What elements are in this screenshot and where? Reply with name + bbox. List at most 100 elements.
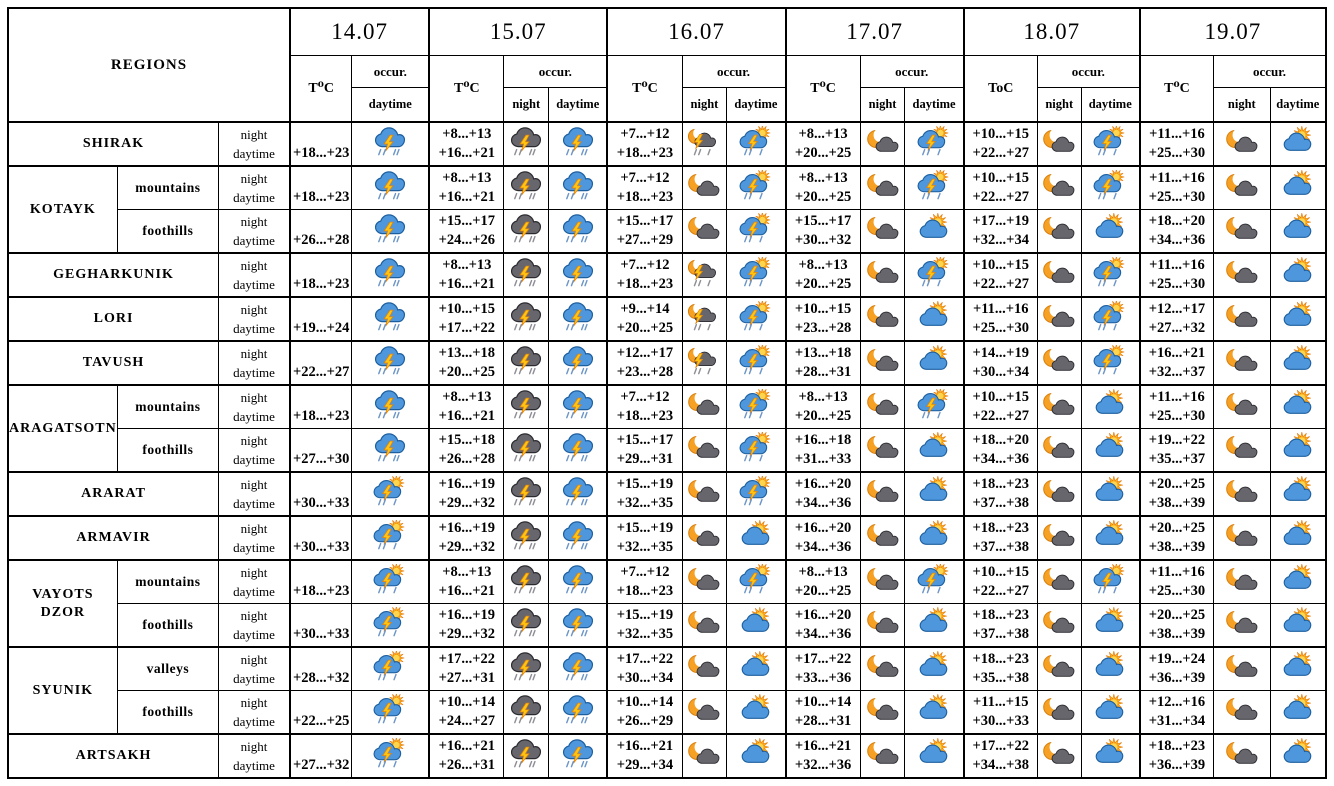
temp-cell: +10...+15 +23...+28 <box>784 296 861 342</box>
temp-cell: +19...+24 +36...+39 <box>1138 646 1215 691</box>
icon-cell <box>681 603 728 648</box>
moon-cloud-icon <box>1042 738 1076 769</box>
sun-cloud-icon <box>917 738 951 769</box>
temp-cell: +8...+13 +20...+25 <box>784 384 861 429</box>
time-labels-cell: night daytime <box>218 340 291 386</box>
temp-cell: +15...+17 +24...+26 <box>428 209 505 254</box>
icon-cell <box>726 559 787 604</box>
icon-cell <box>1269 646 1327 691</box>
night-label: night <box>240 433 268 448</box>
night-temp: +18...+23 <box>972 607 1029 623</box>
icon-cell <box>1269 515 1327 561</box>
temp-cell: +7...+12 +18...+23 <box>606 165 683 210</box>
daytime-temp: +36...+39 <box>1148 670 1206 686</box>
thunderstorm-night-icon <box>509 257 543 288</box>
moon-cloud-icon <box>866 170 900 201</box>
temp-cell: +16...+18 +31...+33 <box>784 428 861 473</box>
sun-thunderstorm-icon <box>1093 170 1127 201</box>
daytime-label: daytime <box>233 190 275 205</box>
night-temp: +16...+19 <box>438 520 495 536</box>
region-cell: SHIRAK <box>7 121 220 167</box>
icon-cell <box>904 209 965 254</box>
night-temp <box>292 431 351 450</box>
temp-cell: +18...+23 <box>288 384 353 429</box>
night-temp: +8...+13 <box>798 564 848 580</box>
night-temp: +13...+18 <box>438 345 495 361</box>
daytime-temp: +27...+31 <box>438 670 495 686</box>
sun-thunderstorm-icon <box>739 170 773 201</box>
icon-cell <box>1036 646 1082 691</box>
time-labels-cell: night daytime <box>218 121 291 167</box>
temp-cell: +12...+16 +31...+34 <box>1138 690 1215 735</box>
night-temp: +8...+13 <box>442 257 492 273</box>
icon-cell <box>548 296 608 342</box>
thunderstorm-night-icon <box>509 432 543 463</box>
icon-cell <box>1080 209 1141 254</box>
daytime-temp: +20...+25 <box>794 583 852 599</box>
occurrence-header: occur. <box>351 55 430 88</box>
night-temp: +10...+15 <box>972 126 1029 142</box>
icon-cell <box>904 384 965 429</box>
sun-thunderstorm-icon <box>739 564 773 595</box>
icon-cell <box>904 515 965 561</box>
night-temp: +15...+18 <box>438 432 495 448</box>
icon-cell <box>548 121 608 167</box>
subregion-cell: foothills <box>116 209 220 254</box>
icon-cell <box>1269 559 1327 604</box>
time-labels-cell: night daytime <box>218 471 291 517</box>
sun-thunderstorm-icon <box>373 694 407 725</box>
temp-cell: +18...+23 <box>288 252 353 298</box>
moon-cloud-icon <box>687 607 721 638</box>
sun-thunderstorm-icon <box>373 607 407 638</box>
icon-cell <box>1213 340 1271 386</box>
night-temp: +16...+19 <box>438 476 495 492</box>
night-temp: +11...+16 <box>1149 257 1205 273</box>
temp-cell: +30...+33 <box>288 515 353 561</box>
night-temp <box>292 606 351 625</box>
daytime-temp: +16...+21 <box>438 189 495 205</box>
region-cell: TAVUSH <box>7 340 220 386</box>
daytime-temp: +25...+30 <box>1148 408 1206 424</box>
icon-cell <box>859 515 906 561</box>
thunderstorm-day-icon <box>561 651 595 682</box>
daytime-label: daytime <box>233 452 275 467</box>
temp-cell: +11...+16 +25...+30 <box>1138 252 1215 298</box>
night-temp: +15...+19 <box>616 476 674 492</box>
icon-cell <box>548 646 608 691</box>
icon-cell <box>1269 471 1327 517</box>
sun-thunderstorm-icon <box>373 564 407 595</box>
temp-cell: +26...+28 <box>288 209 353 254</box>
occurrence-header: occur. <box>681 55 787 88</box>
moon-cloud-icon <box>1042 564 1076 595</box>
sun-cloud-icon <box>917 345 951 376</box>
icon-cell <box>503 252 550 298</box>
thunderstorm-day-icon <box>561 213 595 244</box>
moon-cloud-icon <box>1042 345 1076 376</box>
icon-cell <box>548 209 608 254</box>
daytime-temp: +30...+33 <box>292 495 350 511</box>
temp-column-header: T⁰C <box>288 55 353 123</box>
icon-cell <box>548 252 608 298</box>
temp-cell: +10...+15 +22...+27 <box>962 559 1038 604</box>
moon-cloud-icon <box>1042 476 1076 507</box>
daytime-label: daytime <box>233 277 275 292</box>
night-column-header: night <box>1036 87 1082 123</box>
time-labels-cell: night daytime <box>218 559 291 604</box>
temp-cell: +10...+14 +24...+27 <box>428 690 505 735</box>
night-temp: +12...+17 <box>1148 301 1206 317</box>
daytime-temp: +18...+23 <box>292 145 350 161</box>
temp-cell: +10...+15 +22...+27 <box>962 384 1038 429</box>
time-labels-cell: night daytime <box>218 165 291 210</box>
icon-cell <box>904 690 965 735</box>
daytime-temp: +18...+23 <box>616 145 674 161</box>
icon-cell <box>1213 209 1271 254</box>
daytime-temp: +23...+28 <box>794 320 852 336</box>
temp-cell: +18...+23 +37...+38 <box>962 603 1038 648</box>
sun-cloud-icon <box>1281 476 1315 507</box>
moon-cloud-icon <box>687 651 721 682</box>
icon-cell <box>726 428 787 473</box>
daytime-temp: +27...+32 <box>1148 320 1206 336</box>
region-cell: SYUNIK <box>7 646 118 735</box>
night-temp: +7...+12 <box>620 389 670 405</box>
daytime-temp: +22...+27 <box>972 145 1029 161</box>
